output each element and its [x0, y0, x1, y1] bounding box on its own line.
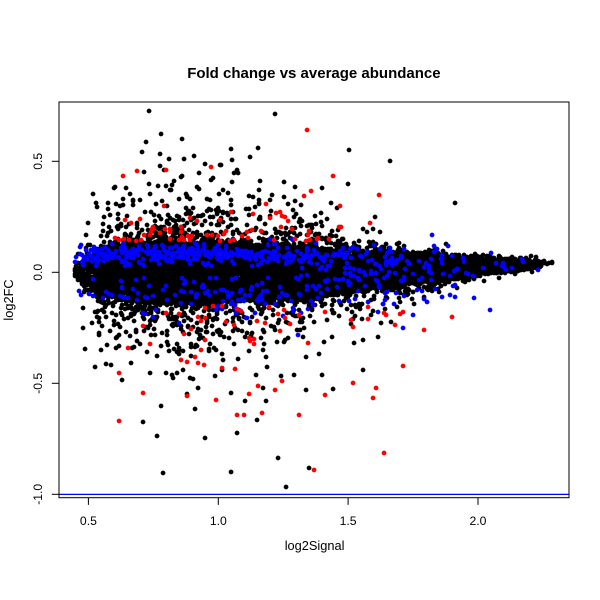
svg-text:Fold change vs average abundan: Fold change vs average abundance: [187, 65, 440, 82]
svg-text:0.0: 0.0: [31, 264, 45, 281]
svg-text:log2FC: log2FC: [1, 279, 16, 320]
svg-text:1.0: 1.0: [210, 514, 227, 528]
svg-text:-1.0: -1.0: [31, 484, 45, 505]
svg-text:log2Signal: log2Signal: [285, 538, 345, 553]
svg-text:0.5: 0.5: [31, 153, 45, 170]
svg-text:0.5: 0.5: [80, 514, 97, 528]
svg-text:1.5: 1.5: [340, 514, 357, 528]
svg-text:2.0: 2.0: [470, 514, 487, 528]
svg-text:-0.5: -0.5: [31, 373, 45, 394]
